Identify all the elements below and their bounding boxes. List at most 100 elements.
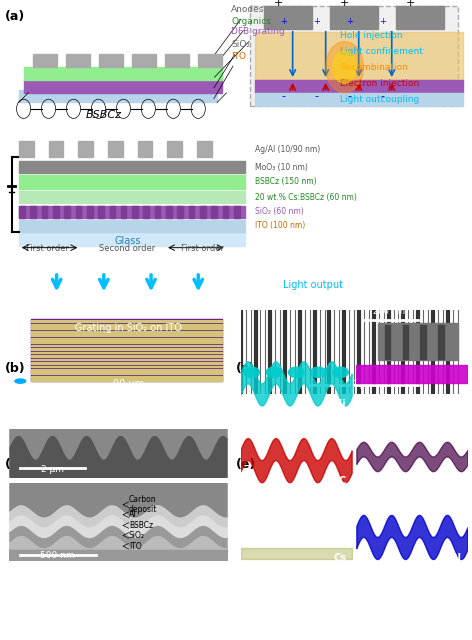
Text: Ag/Al (10/90 nm): Ag/Al (10/90 nm) <box>255 145 320 154</box>
Text: 2 μm: 2 μm <box>42 465 64 474</box>
Bar <box>421 325 426 358</box>
Polygon shape <box>66 54 90 67</box>
Text: BSBCz (150 nm): BSBCz (150 nm) <box>255 177 317 186</box>
Circle shape <box>326 42 363 93</box>
Circle shape <box>15 379 25 383</box>
Bar <box>31 321 222 322</box>
Text: BSBCz: BSBCz <box>129 521 153 530</box>
Text: -: - <box>314 92 318 101</box>
Text: ITO: ITO <box>214 52 246 99</box>
Text: Electron injection: Electron injection <box>340 79 419 88</box>
Bar <box>42 206 47 218</box>
Bar <box>121 206 126 218</box>
Text: SiO₂: SiO₂ <box>214 40 250 88</box>
Text: Organics: Organics <box>214 17 271 67</box>
Text: -: - <box>281 92 285 101</box>
Text: Anodes: Anodes <box>214 5 265 56</box>
Text: ITO: ITO <box>129 541 142 550</box>
Bar <box>385 325 390 358</box>
Bar <box>31 376 222 378</box>
Bar <box>78 141 93 157</box>
Bar <box>200 206 206 218</box>
Text: In: In <box>451 399 462 409</box>
Text: Glass: Glass <box>114 236 141 246</box>
Text: Light outcoupling: Light outcoupling <box>340 95 419 104</box>
Bar <box>223 206 228 218</box>
Bar <box>167 141 182 157</box>
Polygon shape <box>198 54 222 67</box>
Text: -: - <box>347 92 351 101</box>
Bar <box>211 206 217 218</box>
Circle shape <box>333 367 348 378</box>
Bar <box>31 341 222 343</box>
Bar <box>177 206 183 218</box>
Text: C: C <box>339 476 346 486</box>
Circle shape <box>288 367 304 378</box>
Text: 2 μm: 2 μm <box>352 380 373 389</box>
Text: +: + <box>340 0 349 8</box>
Bar <box>31 362 222 364</box>
Circle shape <box>244 367 260 378</box>
Text: (a): (a) <box>5 10 25 22</box>
Text: First order: First order <box>25 244 69 253</box>
Bar <box>264 6 312 29</box>
Bar <box>31 355 222 357</box>
Bar <box>31 328 222 329</box>
Bar <box>31 372 222 374</box>
FancyBboxPatch shape <box>250 6 458 106</box>
Bar <box>197 141 212 157</box>
Bar <box>378 323 458 360</box>
Text: Al: Al <box>451 553 462 563</box>
Text: 20 wt.% Cs:BSBCz (60 nm): 20 wt.% Cs:BSBCz (60 nm) <box>255 193 357 202</box>
Bar <box>31 348 222 350</box>
Bar <box>31 365 222 367</box>
Bar <box>19 141 34 157</box>
Text: BSBCz: BSBCz <box>86 111 122 120</box>
Bar <box>31 358 222 360</box>
Bar <box>255 93 463 106</box>
Text: +: + <box>406 0 415 8</box>
Bar <box>108 141 123 157</box>
Bar <box>53 206 59 218</box>
Text: (d): (d) <box>5 458 25 470</box>
Text: Al: Al <box>129 510 136 519</box>
Bar <box>19 220 245 232</box>
Bar <box>30 206 36 218</box>
Bar <box>19 175 245 189</box>
Bar <box>143 206 149 218</box>
Bar <box>31 345 222 346</box>
Bar <box>31 324 222 326</box>
Text: 500 nm: 500 nm <box>40 552 75 561</box>
Text: ITO (100 nm): ITO (100 nm) <box>255 221 305 230</box>
Bar <box>98 206 104 218</box>
Bar <box>19 206 245 218</box>
Text: SiO₂ (60 nm): SiO₂ (60 nm) <box>255 207 303 216</box>
Bar <box>31 351 222 353</box>
Text: 30 μm: 30 μm <box>14 337 23 367</box>
Bar <box>396 6 444 29</box>
Bar <box>330 6 378 29</box>
Bar <box>31 331 222 333</box>
Text: (e): (e) <box>236 458 256 470</box>
Bar <box>76 206 81 218</box>
Bar <box>132 206 138 218</box>
Text: +: + <box>313 17 320 26</box>
Text: Cs: Cs <box>333 553 346 563</box>
Bar <box>19 206 25 218</box>
Polygon shape <box>33 54 57 67</box>
Text: +: + <box>379 17 386 26</box>
Text: MoO₃ (10 nm): MoO₃ (10 nm) <box>255 163 308 172</box>
Bar <box>19 161 245 173</box>
Polygon shape <box>99 54 123 67</box>
Bar <box>234 206 240 218</box>
Text: Si: Si <box>336 399 346 409</box>
Circle shape <box>311 367 326 378</box>
Text: 280 nm: 280 nm <box>373 307 405 316</box>
Polygon shape <box>132 54 156 67</box>
Bar <box>31 369 222 371</box>
Text: +: + <box>346 17 353 26</box>
Bar <box>31 319 222 381</box>
Text: Carbon
deposit: Carbon deposit <box>129 495 157 515</box>
Text: Light output: Light output <box>283 280 343 290</box>
Polygon shape <box>165 54 189 67</box>
